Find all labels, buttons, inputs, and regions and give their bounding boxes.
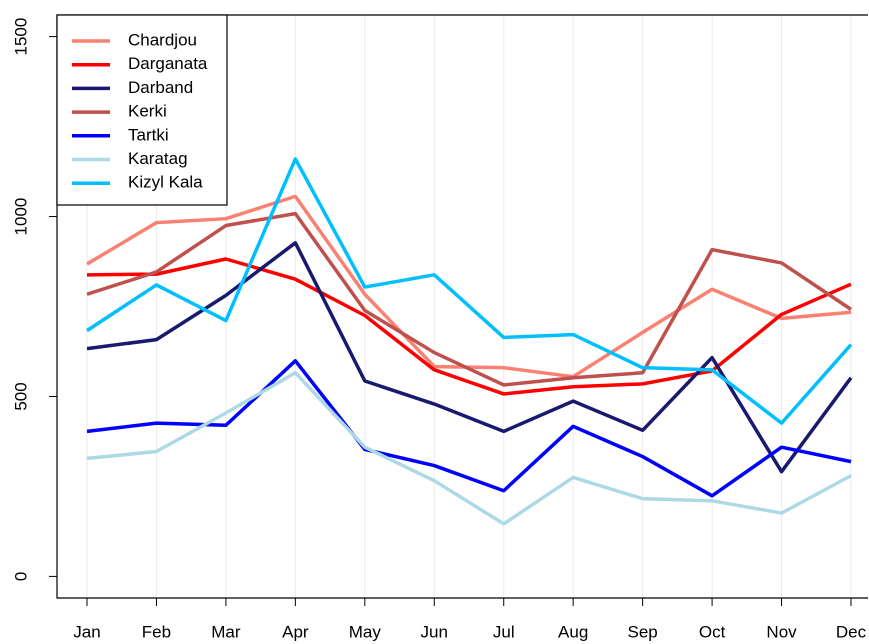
legend-label: Chardjou	[128, 30, 197, 49]
y-tick-label: 1000	[11, 198, 30, 236]
series-line	[86, 359, 852, 498]
legend-box	[56, 14, 228, 206]
x-tick-label: Apr	[282, 622, 309, 641]
legend-label: Karatag	[128, 149, 188, 168]
x-tick-label: Jan	[73, 622, 100, 641]
legend-label: Kizyl Kala	[128, 173, 203, 192]
x-tick-label: Nov	[766, 622, 797, 641]
x-tick-label: Oct	[699, 622, 726, 641]
x-tick-label: Jul	[493, 622, 515, 641]
legend-label: Darband	[128, 78, 193, 97]
y-tick-label: 1500	[11, 18, 30, 56]
series-line	[86, 157, 853, 425]
legend-label: Tartki	[128, 125, 169, 144]
x-tick-label: Feb	[142, 622, 171, 641]
series-line	[86, 257, 852, 396]
series-line	[86, 370, 852, 526]
series-line	[86, 211, 852, 387]
legend-label: Kerki	[128, 102, 167, 121]
x-tick-label: May	[349, 622, 382, 641]
x-tick-label: Dec	[836, 622, 867, 641]
y-tick-label: 0	[11, 572, 30, 581]
plot-frame	[56, 14, 868, 599]
legend-label: Darganata	[128, 54, 208, 73]
x-tick-label: Mar	[211, 622, 241, 641]
x-tick-label: Sep	[628, 622, 658, 641]
x-tick-label: Jun	[421, 622, 448, 641]
y-tick-label: 500	[11, 382, 30, 410]
x-tick-label: Aug	[558, 622, 588, 641]
series-line	[86, 241, 853, 474]
